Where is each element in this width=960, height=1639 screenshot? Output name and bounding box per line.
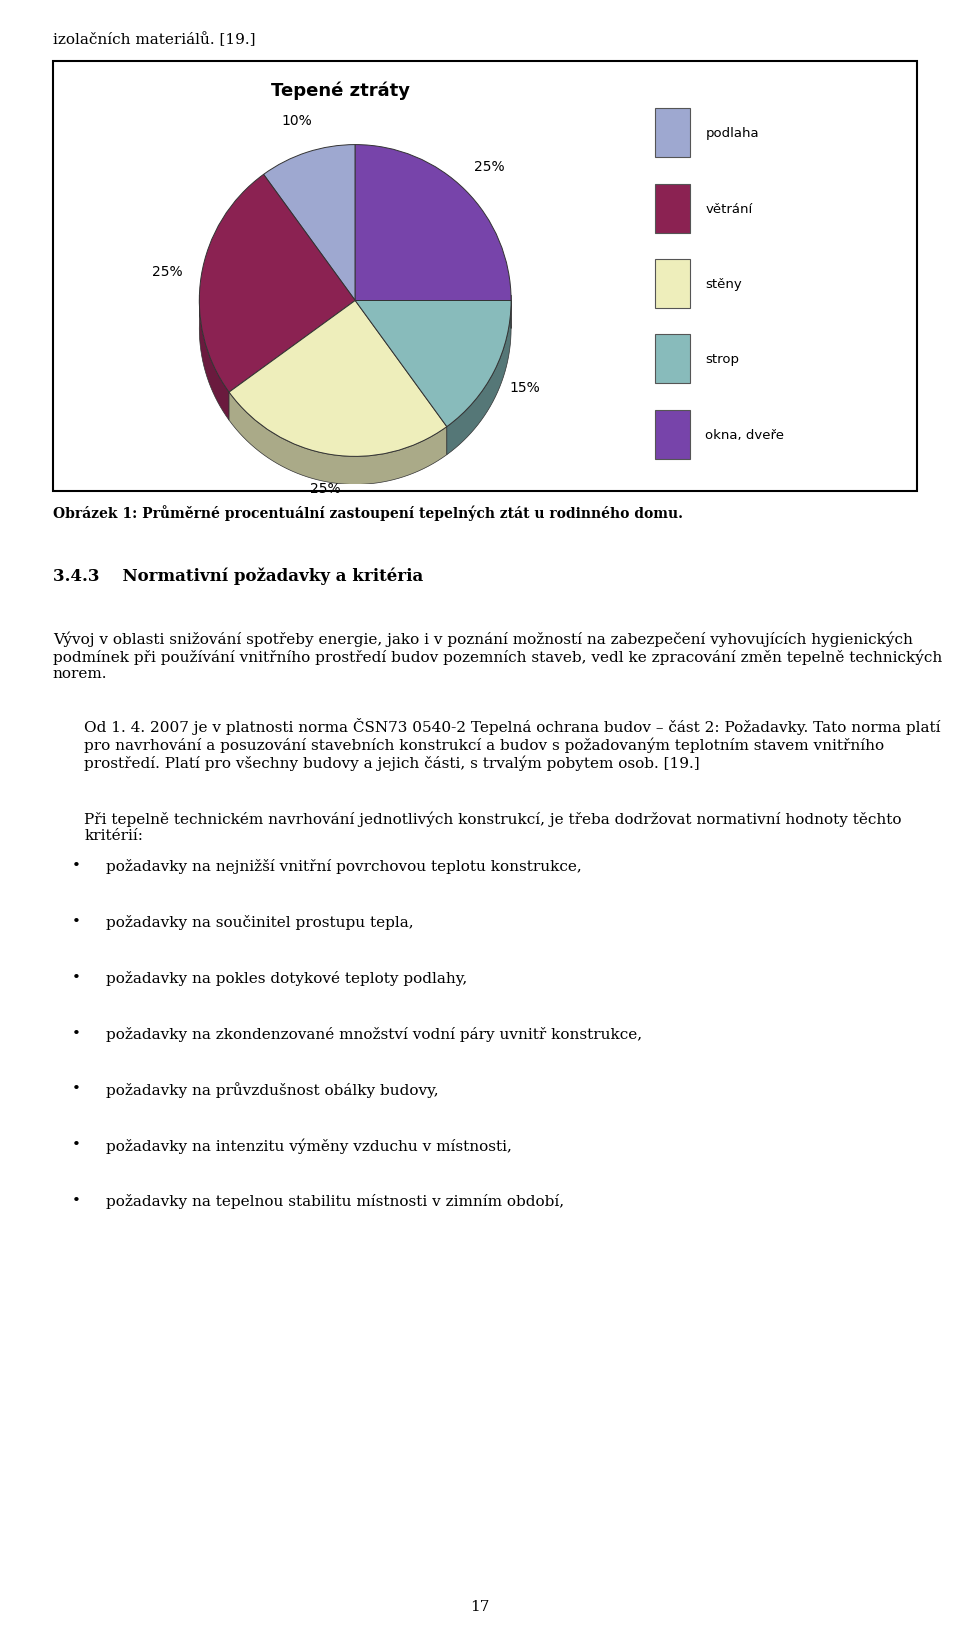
Polygon shape [200, 297, 229, 421]
Wedge shape [229, 302, 446, 457]
Text: požadavky na průvzdušnost obálky budovy,: požadavky na průvzdušnost obálky budovy, [106, 1082, 438, 1098]
Text: okna, dveře: okna, dveře [706, 428, 784, 441]
Text: stěny: stěny [706, 277, 742, 290]
FancyBboxPatch shape [656, 411, 690, 459]
Text: •: • [72, 1082, 81, 1096]
Text: Od 1. 4. 2007 je v platnosti norma ČSN73 0540-2 Tepelná ochrana budov – část 2: : Od 1. 4. 2007 je v platnosti norma ČSN73… [84, 718, 941, 770]
Text: •: • [72, 915, 81, 929]
FancyBboxPatch shape [656, 259, 690, 308]
Wedge shape [355, 302, 511, 428]
Polygon shape [229, 393, 446, 485]
Text: 25%: 25% [474, 161, 505, 174]
Text: 10%: 10% [281, 113, 312, 128]
Text: 3.4.3    Normativní požadavky a kritéria: 3.4.3 Normativní požadavky a kritéria [53, 567, 423, 585]
Text: strop: strop [706, 352, 739, 365]
Text: požadavky na zkondenzované množství vodní páry uvnitř konstrukce,: požadavky na zkondenzované množství vodn… [106, 1026, 641, 1041]
Text: 25%: 25% [310, 482, 341, 497]
FancyBboxPatch shape [656, 184, 690, 233]
Text: •: • [72, 1137, 81, 1152]
Wedge shape [355, 146, 511, 302]
Polygon shape [446, 302, 511, 456]
Text: •: • [72, 859, 81, 874]
Wedge shape [264, 146, 355, 302]
Text: podlaha: podlaha [706, 126, 759, 139]
FancyBboxPatch shape [656, 336, 690, 384]
FancyBboxPatch shape [656, 110, 690, 157]
Text: Tepené ztráty: Tepené ztráty [272, 82, 410, 100]
Text: 17: 17 [470, 1598, 490, 1613]
Text: požadavky na intenzitu výměny vzduchu v místnosti,: požadavky na intenzitu výměny vzduchu v … [106, 1137, 512, 1152]
Text: požadavky na nejnižší vnitřní povrchovou teplotu konstrukce,: požadavky na nejnižší vnitřní povrchovou… [106, 859, 582, 874]
Text: větrání: větrání [706, 202, 753, 215]
Text: požadavky na součinitel prostupu tepla,: požadavky na součinitel prostupu tepla, [106, 915, 413, 929]
Text: Obrázek 1: Průměrné procentuální zastoupení tepelných ztát u rodinného domu.: Obrázek 1: Průměrné procentuální zastoup… [53, 505, 683, 521]
Text: 25%: 25% [152, 264, 182, 279]
Text: 15%: 15% [510, 380, 540, 395]
Text: požadavky na pokles dotykové teploty podlahy,: požadavky na pokles dotykové teploty pod… [106, 970, 467, 985]
Text: izolačních materiálů. [19.]: izolačních materiálů. [19.] [53, 33, 255, 48]
Text: požadavky na tepelnou stabilitu místnosti v zimním období,: požadavky na tepelnou stabilitu místnost… [106, 1193, 564, 1208]
Text: •: • [72, 970, 81, 985]
Text: Vývoj v oblasti snižování spotřeby energie, jako i v poznání možností na zabezpe: Vývoj v oblasti snižování spotřeby energ… [53, 631, 942, 680]
Text: •: • [72, 1193, 81, 1208]
Text: •: • [72, 1026, 81, 1041]
Text: Při tepelně technickém navrhování jednotlivých konstrukcí, je třeba dodržovat no: Při tepelně technickém navrhování jednot… [84, 811, 902, 842]
Wedge shape [200, 175, 355, 393]
